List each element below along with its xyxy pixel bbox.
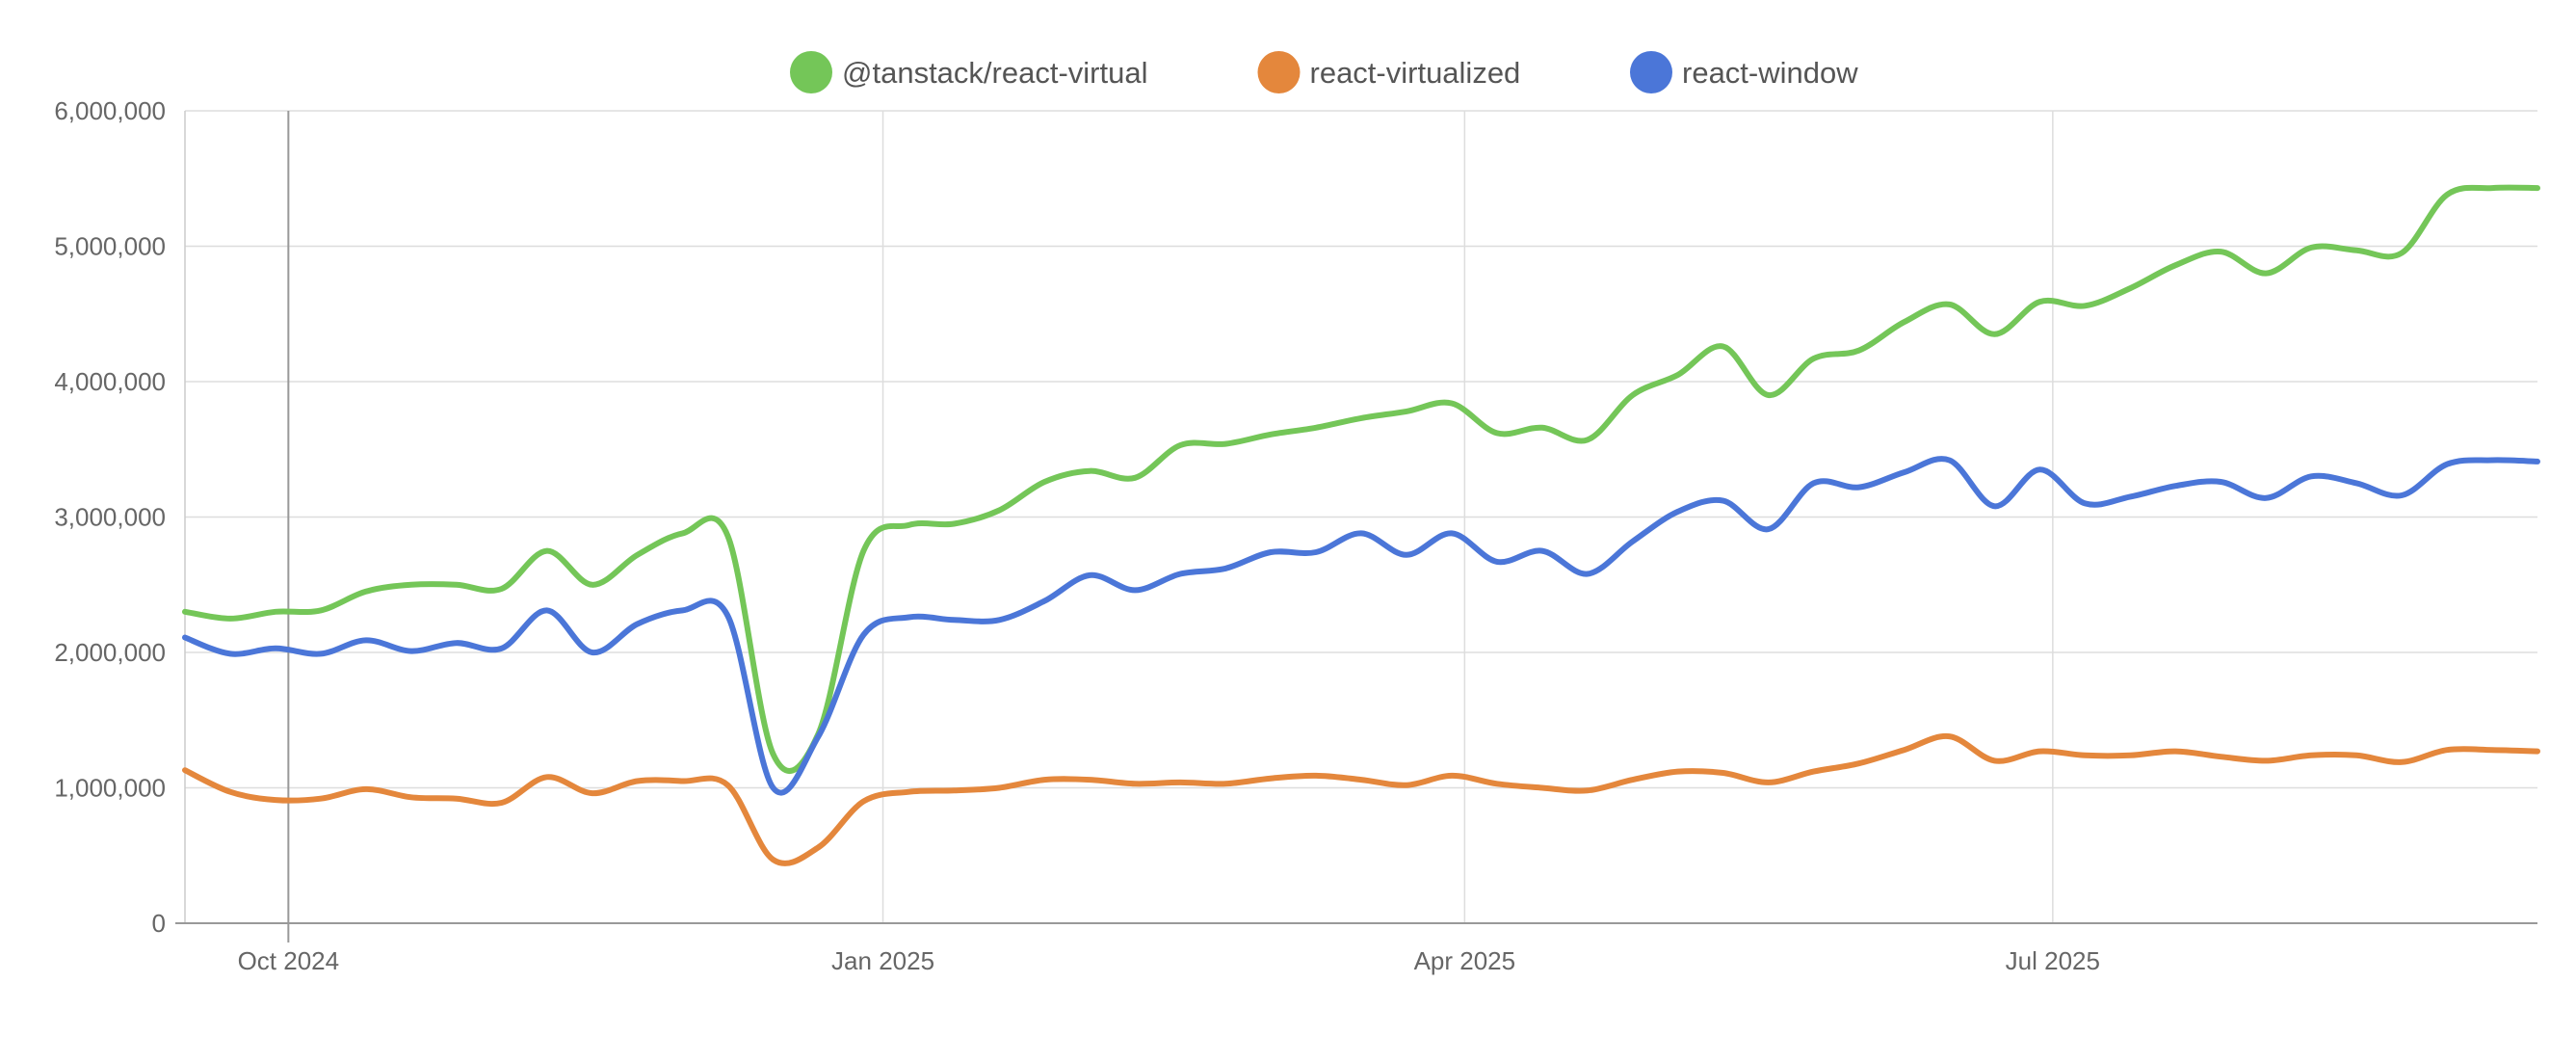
x-tick-label: Jul 2025 bbox=[2006, 946, 2100, 975]
axis-layer: 0 1,000,000 2,000,000 3,000,000 4,000,000 5,0… bbox=[54, 96, 2537, 975]
x-tick-label: Jan 2025 bbox=[831, 946, 934, 975]
y-tick-label: 4,000,000 bbox=[54, 367, 166, 396]
y-tick-label: 5,000,000 bbox=[54, 232, 166, 261]
series-line-1[interactable] bbox=[182, 184, 2540, 774]
series-line-3[interactable] bbox=[182, 456, 2540, 796]
y-tick-label: 1,000,000 bbox=[54, 774, 166, 803]
y-tick-label: 0 bbox=[152, 909, 166, 938]
legend-item-1[interactable]: @tanstack/react-virtual bbox=[790, 51, 1147, 93]
legend-marker bbox=[790, 51, 832, 93]
x-tick-label: Apr 2025 bbox=[1414, 946, 1516, 975]
legend-label: react-virtualized bbox=[1310, 56, 1521, 90]
legend-label: @tanstack/react-virtual bbox=[842, 56, 1147, 90]
series-line-2[interactable] bbox=[182, 732, 2540, 866]
legend-item-2[interactable]: react-virtualized bbox=[1257, 51, 1521, 93]
legend-marker bbox=[1630, 51, 1672, 93]
y-tick-label: 2,000,000 bbox=[54, 638, 166, 667]
x-tick-label: Oct 2024 bbox=[238, 946, 340, 975]
y-tick-label: 3,000,000 bbox=[54, 503, 166, 532]
legend-marker bbox=[1257, 51, 1301, 93]
legend-item-3[interactable]: react-window bbox=[1630, 51, 1858, 93]
y-tick-label: 6,000,000 bbox=[54, 96, 166, 125]
legend-label: react-window bbox=[1682, 56, 1858, 90]
series-layer bbox=[182, 184, 2540, 866]
grid-layer bbox=[185, 110, 2537, 924]
legend: @tanstack/react-virtual react-virtualized… bbox=[790, 51, 1858, 93]
